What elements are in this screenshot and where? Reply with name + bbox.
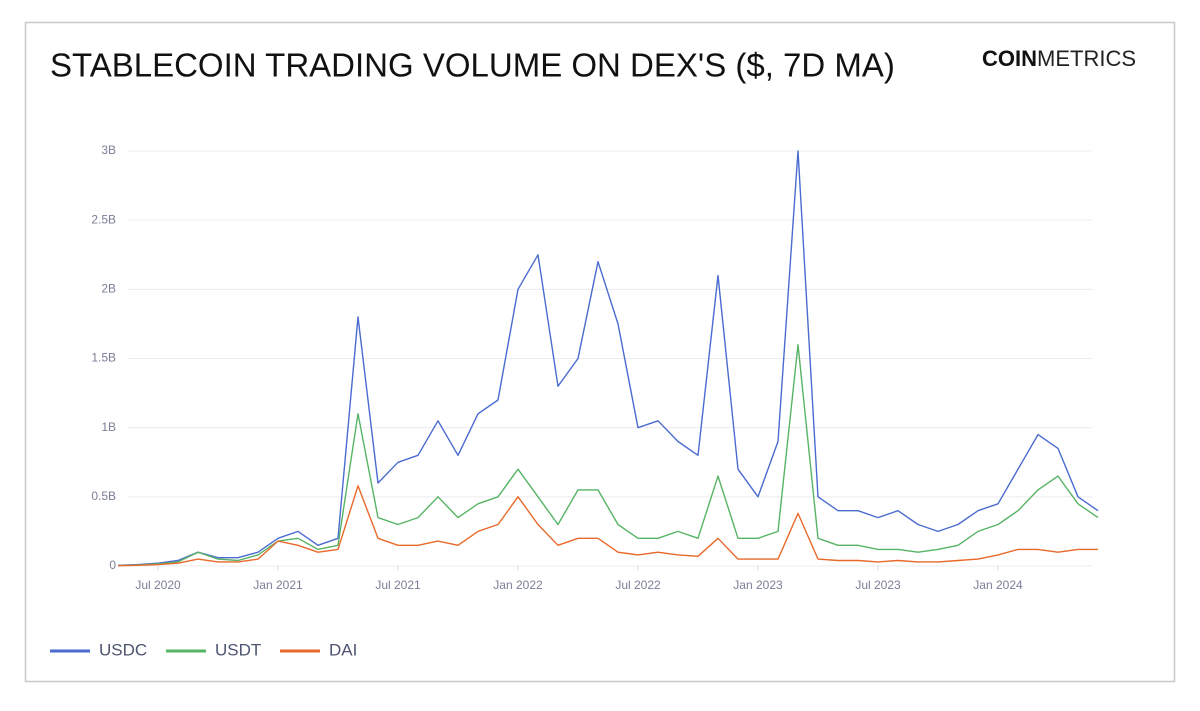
plot: 0 0.5B 1B 1.5B 2B 2.5B 3B Jul 2020 Jan 2021 Jul 2… [50, 143, 1099, 659]
y-tick-label: 2B [101, 282, 116, 296]
y-tick-label: 0.5B [91, 489, 116, 503]
card [24, 21, 1176, 683]
logo-light: METRICS [1037, 46, 1136, 71]
x-tick-label: Jul 2023 [855, 578, 901, 592]
y-tick-label: 1.5B [91, 351, 116, 365]
logo: COINMETRICS [982, 46, 1136, 71]
y-tick-label: 3B [101, 143, 116, 157]
x-tick-label: Jul 2022 [615, 578, 661, 592]
logo-bold: COIN [982, 46, 1037, 71]
y-tick-label: 2.5B [91, 212, 116, 226]
x-tick-label: Jan 2024 [973, 578, 1023, 592]
x-tick-label: Jan 2021 [253, 578, 303, 592]
series-line [117, 150, 1099, 566]
legend-label: DAI [329, 640, 357, 659]
chart-title: STABLECOIN TRADING VOLUME ON DEX'S ($, 7… [50, 47, 895, 84]
series-line [117, 344, 1099, 567]
y-tick-label: 0 [109, 558, 116, 572]
x-tick-label: Jul 2020 [135, 578, 181, 592]
x-tick-label: Jan 2022 [493, 578, 543, 592]
y-tick-label: 1B [101, 420, 116, 434]
x-tick-label: Jan 2023 [733, 578, 783, 592]
legend-label: USDT [215, 640, 261, 659]
x-tick-label: Jul 2021 [375, 578, 421, 592]
legend-label: USDC [99, 640, 147, 659]
series-line [117, 485, 1098, 567]
